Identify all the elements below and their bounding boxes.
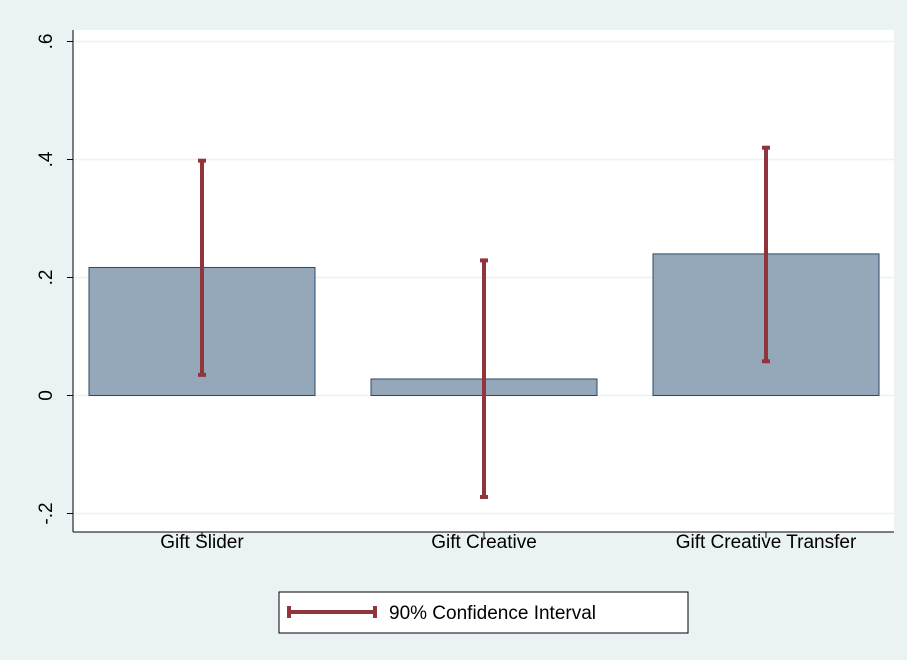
legend-label: 90% Confidence Interval [389,603,596,624]
y-tick-label: 0 [36,390,57,401]
confidence-intervals-group [198,145,770,499]
x-tick-label: Gift Slider [160,532,244,553]
legend: 90% Confidence Interval [278,591,689,634]
x-tick-label: Gift Creative [431,532,537,553]
y-tick-label: -.2 [36,502,57,524]
x-tick-label: Gift Creative Transfer [676,532,857,553]
y-tick-label: .4 [36,151,57,167]
y-tick-label: .2 [36,270,57,286]
axes-group: -.2 0 .2 .4 .6 Gift Slider Gift Creative Gift C… [36,30,894,553]
y-tick-label: .6 [36,34,57,50]
